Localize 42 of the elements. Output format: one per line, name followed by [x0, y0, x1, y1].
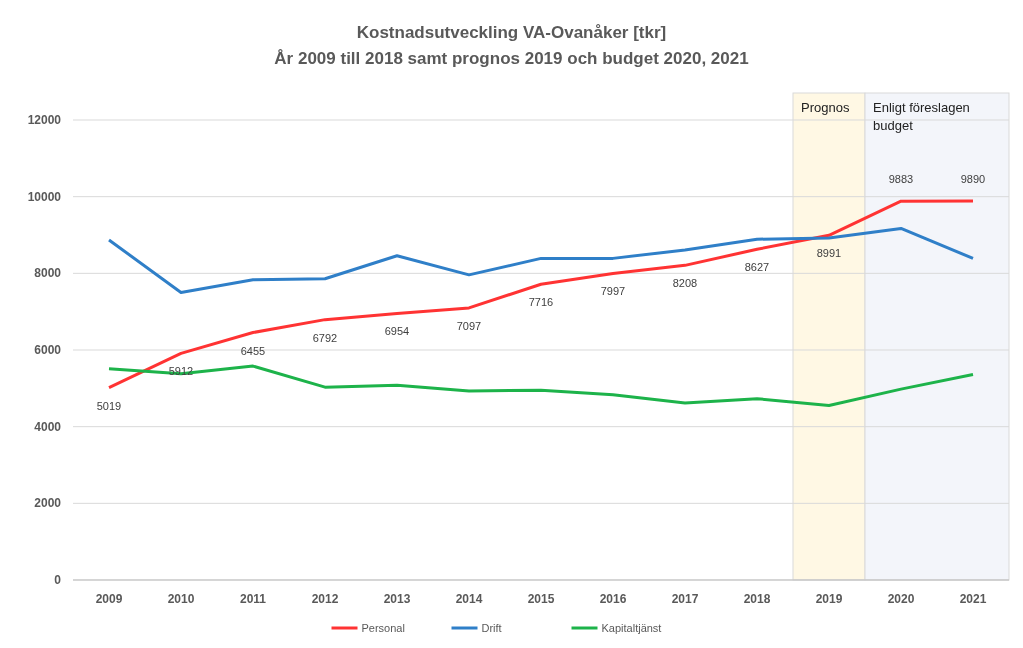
x-tick-label: 2020 [887, 592, 915, 606]
x-tick-label: 2015 [527, 592, 555, 606]
y-tick-label: 10000 [27, 189, 62, 204]
x-tick-label: 2013 [383, 592, 411, 606]
x-tick-label: 2010 [167, 592, 195, 606]
y-tick-label: 12000 [27, 113, 62, 127]
x-tick-label: 2012 [311, 592, 339, 606]
legend-label: Kapitaltjänst [601, 622, 662, 634]
data-label: 7716 [528, 296, 554, 309]
legend-label: Drift [481, 622, 502, 634]
data-label: 5912 [168, 365, 194, 378]
data-label: 7097 [456, 319, 482, 332]
data-label: 5019 [96, 399, 122, 412]
chart-subtitle: År 2009 till 2018 samt prognos 2019 och budget 2020, 2021 [274, 49, 749, 68]
data-label: 6792 [312, 331, 338, 344]
x-tick-label: 2011 [239, 592, 267, 606]
x-tick-label: 2019 [815, 592, 843, 606]
x-tick-label: 2016 [599, 592, 627, 606]
y-tick-label: 4000 [34, 419, 62, 434]
data-label: 9890 [960, 172, 986, 185]
data-label: 8208 [672, 277, 698, 290]
y-tick-label: 0 [54, 573, 62, 587]
data-label: 9883 [888, 173, 914, 186]
x-tick-label: 2017 [671, 592, 699, 606]
data-label: 8627 [744, 261, 770, 274]
y-tick-label: 8000 [34, 266, 62, 281]
band-label: Enligt föreslagen budget [873, 100, 970, 133]
data-label: 8991 [816, 247, 842, 260]
y-tick-label: 2000 [34, 496, 62, 511]
x-tick-label: 2014 [455, 592, 483, 606]
data-label: 6954 [384, 325, 410, 338]
data-label: 6455 [240, 344, 266, 357]
legend-label: Personal [361, 622, 405, 634]
band-label: Prognos [801, 100, 850, 115]
chart-title: Kostnadsutveckling VA-Ovanåker [tkr] [356, 23, 667, 42]
x-tick-label: 2009 [95, 592, 123, 606]
y-tick-label: 6000 [34, 343, 62, 357]
line-series [107, 199, 975, 390]
line-series [107, 226, 975, 294]
x-tick-label: 2018 [743, 592, 771, 606]
data-label: 7997 [600, 285, 626, 298]
x-tick-label: 2021 [959, 592, 987, 606]
